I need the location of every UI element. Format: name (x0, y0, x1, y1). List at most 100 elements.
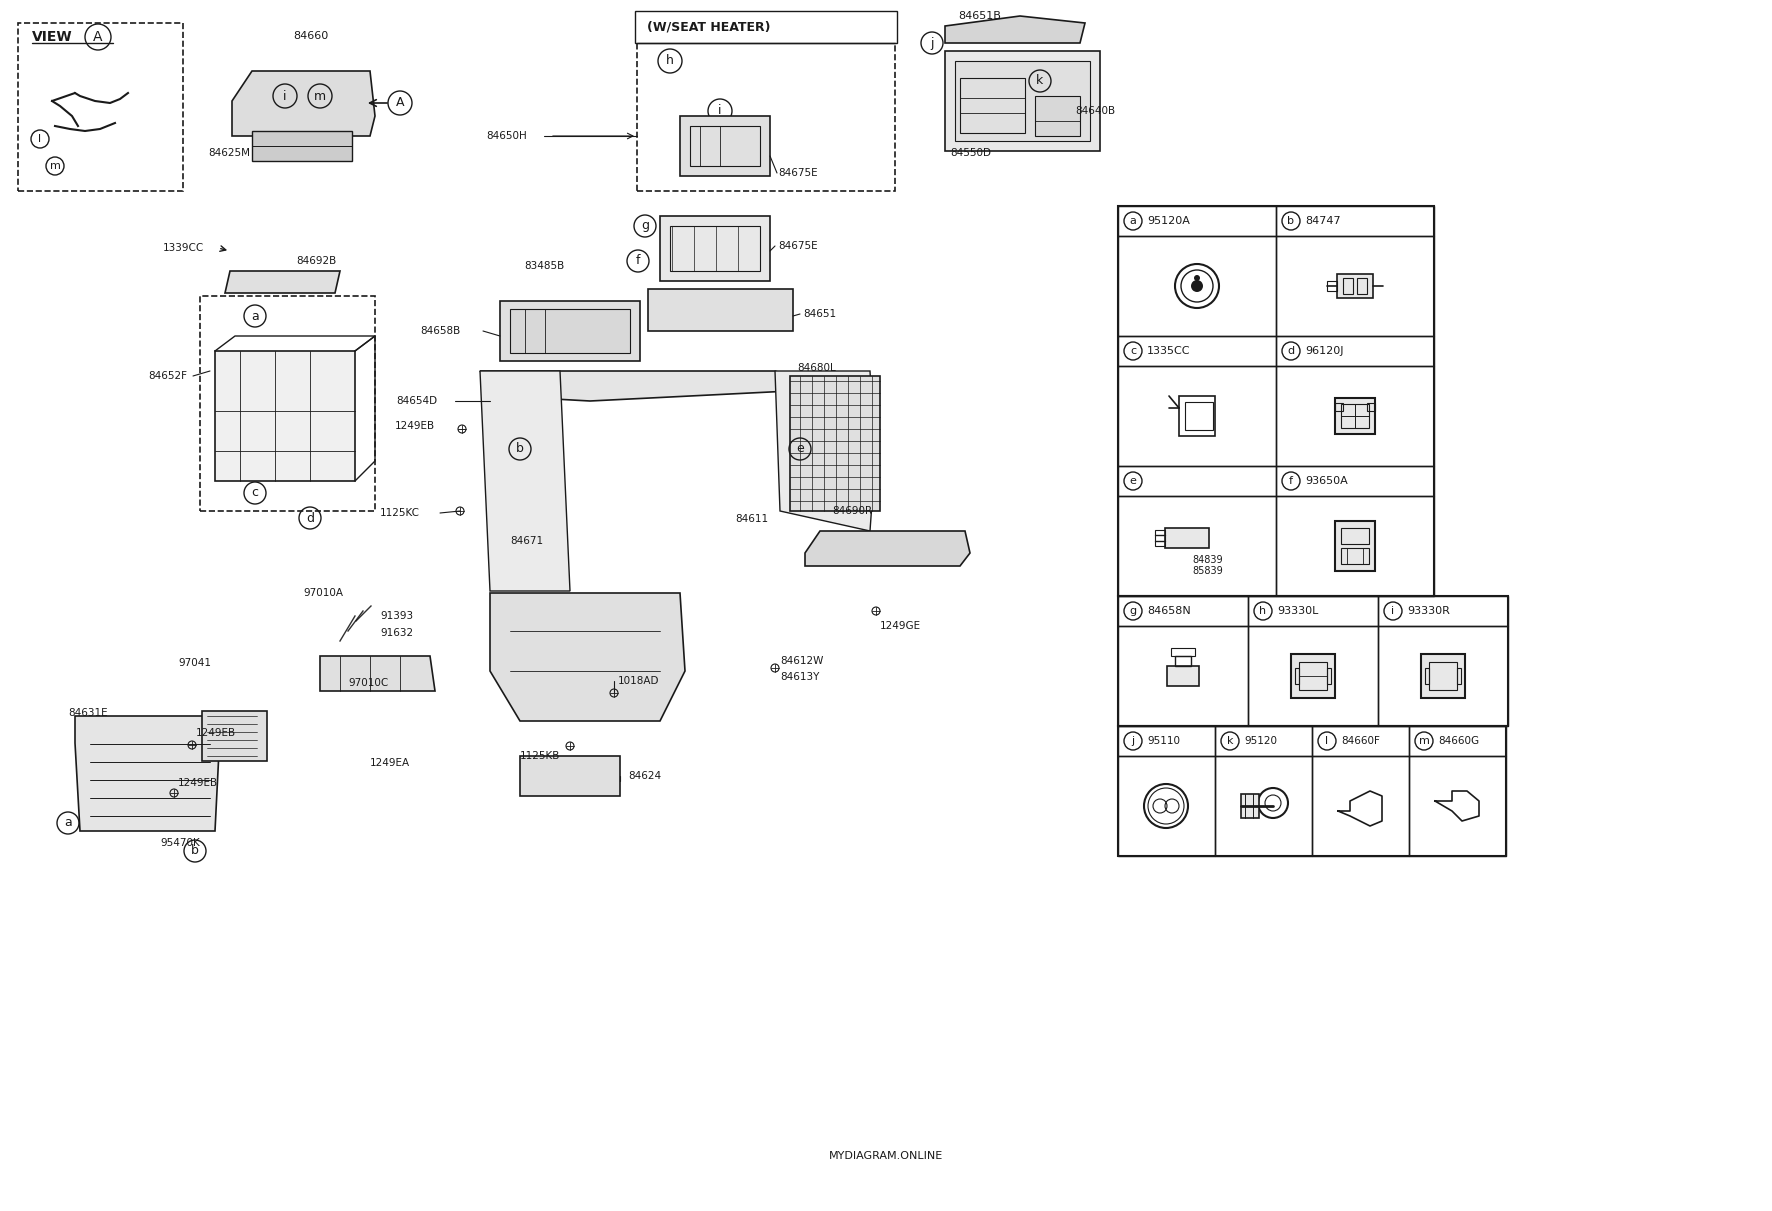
Polygon shape (774, 371, 875, 530)
Text: b: b (516, 442, 525, 455)
Text: g: g (641, 219, 649, 233)
Polygon shape (480, 371, 571, 591)
Text: A: A (94, 30, 103, 44)
Bar (1118, 236, 1276, 335)
Bar (1035, 96, 1079, 136)
Bar (1276, 206, 1434, 236)
Bar (689, 126, 760, 166)
Text: 95110: 95110 (1146, 736, 1180, 746)
Bar (955, 61, 1090, 140)
Bar (214, 351, 354, 481)
Bar (202, 711, 268, 761)
Polygon shape (944, 16, 1084, 44)
Bar (1343, 279, 1354, 294)
Bar (636, 13, 895, 191)
Text: i: i (1391, 606, 1395, 616)
Bar (1276, 466, 1434, 497)
Text: 84640B: 84640B (1076, 107, 1115, 116)
Text: i: i (284, 90, 287, 103)
Text: 97010C: 97010C (347, 678, 388, 688)
Bar (1428, 662, 1457, 690)
Bar (1118, 206, 1276, 236)
Bar (1409, 727, 1506, 756)
Text: c: c (252, 487, 259, 499)
Text: e: e (1129, 476, 1136, 486)
Text: VIEW: VIEW (32, 30, 73, 44)
Bar (1276, 497, 1434, 596)
Text: 84660: 84660 (292, 31, 328, 41)
Text: 96120J: 96120J (1304, 346, 1343, 356)
Bar (1311, 756, 1409, 856)
Text: c: c (1131, 346, 1136, 356)
Bar (1379, 626, 1508, 727)
Text: 84690R: 84690R (833, 506, 872, 516)
Text: j: j (930, 36, 934, 50)
Text: a: a (64, 816, 73, 830)
Text: 84652F: 84652F (149, 371, 188, 381)
Bar (1409, 756, 1506, 856)
Text: 84625M: 84625M (207, 148, 250, 157)
Text: m: m (314, 90, 326, 103)
Bar (1379, 596, 1508, 626)
Bar (510, 309, 631, 352)
Text: b: b (1288, 216, 1295, 226)
Text: 84839: 84839 (1193, 555, 1223, 566)
Bar (500, 302, 640, 361)
Text: 84675E: 84675E (778, 168, 817, 178)
Bar (1118, 596, 1247, 626)
Bar (1341, 404, 1370, 427)
Bar (1292, 654, 1334, 698)
Text: j: j (1132, 736, 1134, 746)
Text: 84650H: 84650H (486, 131, 526, 140)
Text: 1125KC: 1125KC (379, 507, 420, 518)
Text: 84675E: 84675E (778, 241, 817, 251)
Text: g: g (1129, 606, 1136, 616)
Bar (1338, 274, 1373, 298)
Text: 97041: 97041 (177, 658, 211, 668)
Text: 84660G: 84660G (1439, 736, 1480, 746)
Polygon shape (232, 71, 376, 136)
Text: 1249EB: 1249EB (197, 728, 236, 737)
Text: k: k (1037, 75, 1044, 87)
Polygon shape (225, 271, 340, 293)
Bar (1334, 403, 1343, 411)
Text: 84651: 84651 (803, 309, 836, 318)
Text: 1125KB: 1125KB (519, 751, 560, 761)
Text: b: b (191, 844, 198, 857)
Bar (1118, 756, 1216, 856)
Text: d: d (307, 511, 314, 524)
Bar (252, 131, 353, 161)
Text: 84611: 84611 (735, 513, 767, 524)
Text: 93330R: 93330R (1407, 606, 1449, 616)
Bar (1240, 794, 1258, 817)
Bar (1457, 668, 1460, 684)
Bar (1118, 366, 1276, 466)
Text: 1335CC: 1335CC (1146, 346, 1191, 356)
Bar (1327, 281, 1338, 291)
Text: i: i (718, 104, 721, 117)
Text: a: a (1129, 216, 1136, 226)
Text: 84747: 84747 (1304, 216, 1341, 226)
Bar (1171, 648, 1194, 656)
Polygon shape (804, 530, 969, 566)
Text: h: h (1260, 606, 1267, 616)
Text: f: f (1288, 476, 1294, 486)
Bar (670, 226, 760, 271)
Bar (1341, 549, 1370, 564)
Text: 84631E: 84631E (67, 708, 108, 718)
Bar (1421, 654, 1465, 698)
Bar (1327, 668, 1331, 684)
Text: 83485B: 83485B (525, 262, 563, 271)
Text: 97010A: 97010A (303, 589, 344, 598)
Bar (1216, 727, 1311, 756)
Bar (944, 51, 1100, 151)
Bar (1247, 596, 1379, 626)
Polygon shape (480, 371, 799, 401)
Text: 84660F: 84660F (1341, 736, 1380, 746)
Text: 84624: 84624 (627, 771, 661, 781)
Text: 95470K: 95470K (159, 838, 200, 848)
Text: 84658B: 84658B (420, 326, 461, 335)
Circle shape (1194, 275, 1200, 281)
Bar (1118, 206, 1434, 596)
Bar (1118, 727, 1506, 856)
